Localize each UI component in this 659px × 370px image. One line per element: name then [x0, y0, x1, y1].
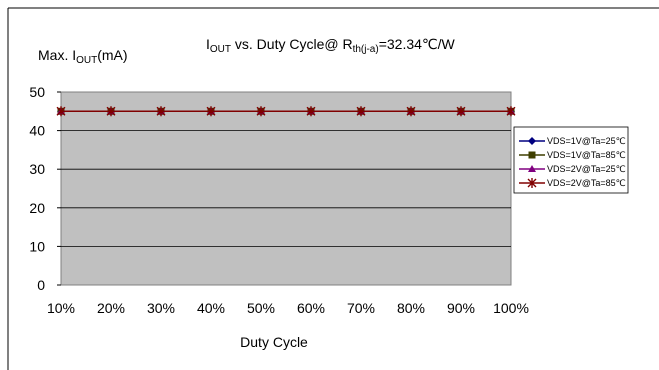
y-tick-label-30: 30: [29, 161, 45, 177]
x-tick-label-1: 10%: [47, 300, 75, 316]
legend-swatch-marker: [528, 151, 536, 159]
series-layer: [56, 106, 516, 117]
series-4: [56, 106, 516, 117]
legend-item-2: VDS=1V@Ta=85℃: [519, 150, 626, 160]
x-tick-label-4: 40%: [197, 300, 225, 316]
legend-item-1: VDS=1V@Ta=25℃: [519, 136, 626, 146]
x-tick-label-9: 90%: [447, 300, 475, 316]
x-tick-label-10: 100%: [493, 300, 529, 316]
y-axis-label: Max. IOUT(mA): [38, 47, 128, 66]
legend-label: VDS=2V@Ta=85℃: [547, 178, 626, 188]
legend-swatch-marker: [528, 165, 536, 172]
series-4-point-3: [156, 106, 166, 117]
x-tick-label-6: 60%: [297, 300, 325, 316]
legend-swatch-marker: [527, 178, 537, 188]
legend-label: VDS=1V@Ta=25℃: [547, 136, 626, 146]
y-axis-ticks: 0 10 20 30 40 50: [29, 84, 61, 293]
legend-item-4: VDS=2V@Ta=85℃: [519, 178, 626, 188]
y-tick-label-50: 50: [29, 84, 45, 100]
x-tick-label-2: 20%: [97, 300, 125, 316]
legend-swatch-marker: [528, 137, 536, 145]
y-tick-label-10: 10: [29, 238, 45, 254]
series-4-point-9: [456, 106, 466, 117]
series-4-point-8: [406, 106, 416, 117]
legend-label: VDS=1V@Ta=85℃: [547, 150, 626, 160]
x-axis-label: Duty Cycle: [240, 334, 308, 350]
series-4-point-5: [256, 106, 266, 117]
chart-title: IOUT vs. Duty Cycle@ Rth(j-a)=32.34℃/W: [206, 36, 456, 55]
series-4-point-4: [206, 106, 216, 117]
x-tick-label-3: 30%: [147, 300, 175, 316]
x-axis-ticks: 10% 20% 30% 40% 50% 60% 70% 80% 90% 100%: [47, 300, 529, 316]
series-4-point-10: [506, 106, 516, 117]
y-tick-label-20: 20: [29, 200, 45, 216]
x-tick-label-7: 70%: [347, 300, 375, 316]
series-4-point-6: [306, 106, 316, 117]
gridlines: [61, 130, 511, 247]
y-tick-label-0: 0: [37, 277, 45, 293]
legend-label: VDS=2V@Ta=25℃: [547, 164, 626, 174]
y-tick-label-40: 40: [29, 123, 45, 139]
legend-item-3: VDS=2V@Ta=25℃: [519, 164, 626, 174]
series-4-point-1: [56, 106, 66, 117]
x-tick-label-8: 80%: [397, 300, 425, 316]
series-4-point-2: [106, 106, 116, 117]
series-4-point-7: [356, 106, 366, 117]
plot-area: [60, 91, 512, 286]
legend: VDS=1V@Ta=25℃ VDS=1V@Ta=85℃ VDS=2V@Ta=25℃ V…: [519, 136, 626, 188]
x-tick-label-5: 50%: [247, 300, 275, 316]
